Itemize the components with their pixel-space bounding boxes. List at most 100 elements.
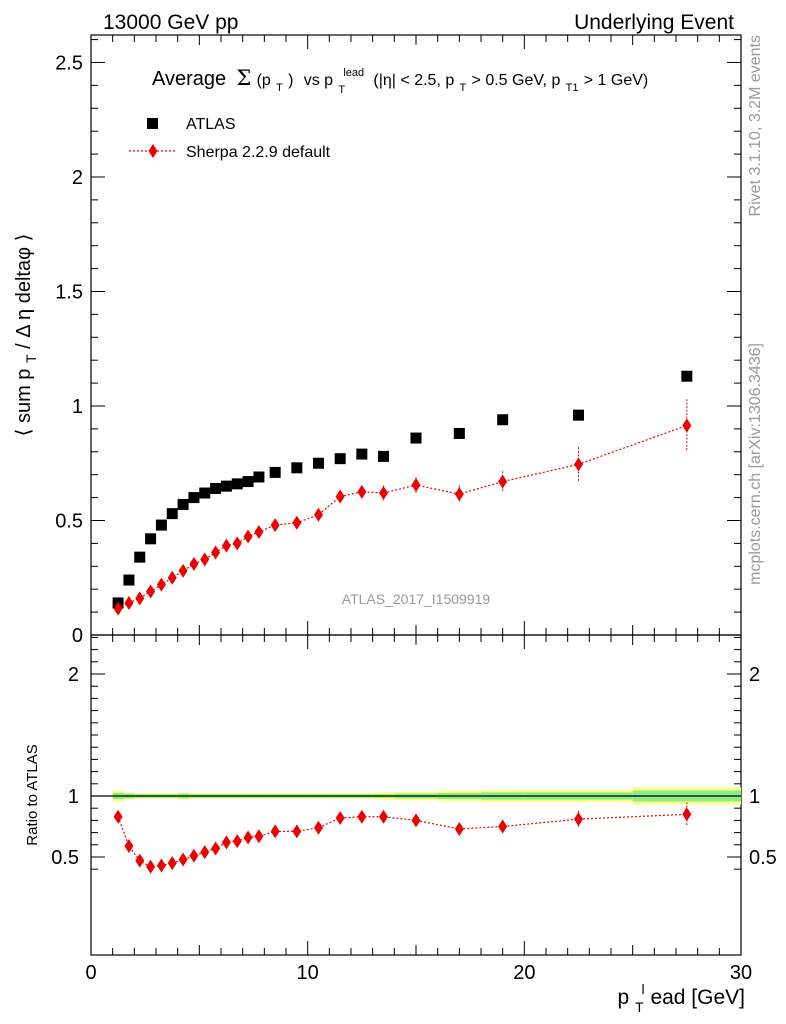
atlas-point — [253, 471, 265, 483]
ylabel-sub: T — [23, 354, 39, 363]
title-sigma: Σ — [236, 66, 251, 90]
ylabel-rest: / Δ η deltaφ ⟩ — [13, 234, 35, 349]
atlas-point — [378, 450, 389, 462]
atlas-point — [573, 409, 584, 421]
atlas-point — [210, 482, 222, 494]
title-range1: (|η| < 2.5, p — [373, 72, 454, 89]
sherpa-ratio-point — [135, 853, 145, 868]
sherpa-point — [270, 518, 280, 533]
ratio-ytick-label-left: 1 — [68, 786, 79, 808]
analysis-id: ATLAS_2017_I1509919 — [342, 591, 491, 607]
sherpa-point — [243, 529, 253, 544]
sherpa-point — [254, 524, 264, 539]
sherpa-ratio-point — [146, 859, 156, 874]
atlas-point — [188, 492, 200, 504]
header-right: Underlying Event — [574, 11, 734, 34]
atlas-point — [231, 478, 243, 490]
mcplots-label: mcplots.cern.ch [arXiv:1306.3436] — [747, 343, 764, 585]
sherpa-line — [117, 424, 688, 610]
header-left: 13000 GeV pp — [103, 11, 238, 34]
atlas-point — [155, 519, 167, 531]
title-average: Average — [152, 68, 226, 90]
title-t-sub-3: T — [460, 82, 467, 94]
atlas-point — [269, 466, 281, 478]
xtick-label: 0 — [85, 962, 96, 984]
atlas-point — [220, 480, 232, 492]
sherpa-ratio-point — [167, 856, 177, 871]
sherpa-ratio-point — [178, 852, 188, 867]
rivet-label: Rivet 3.1.10, 3.2M events — [747, 35, 764, 216]
atlas-point — [242, 476, 254, 488]
main-ytick-label: 0.5 — [55, 510, 83, 532]
sherpa-point — [146, 584, 156, 599]
xlabel-sub: T — [635, 999, 644, 1015]
sherpa-ratio-point — [379, 809, 388, 824]
atlas-point — [334, 453, 346, 465]
title-open: (p — [257, 72, 271, 89]
sherpa-ratio-point — [357, 809, 367, 824]
sherpa-ratio-point — [498, 819, 508, 834]
main-ylabel: ⟨ sum p T / Δ η deltaφ ⟩ — [13, 234, 41, 437]
main-ytick-label: 1.5 — [55, 281, 83, 303]
atlas-point — [356, 448, 368, 460]
xtick-label: 10 — [297, 962, 319, 984]
sherpa-ratio-point — [211, 841, 221, 856]
title-close: ) — [288, 72, 293, 89]
ylabel-main: ⟨ sum p — [13, 369, 35, 437]
title-t-sub-2: T — [338, 84, 345, 96]
title-vs: vs p — [304, 72, 333, 89]
atlas-point — [199, 487, 211, 499]
legend-atlas-marker — [147, 118, 158, 129]
ratio-data-marks — [113, 802, 692, 874]
sherpa-ratio-point — [682, 807, 692, 822]
title-lead-sup: lead — [343, 67, 364, 79]
ratio-ylabel: Ratio to ATLAS — [24, 744, 41, 845]
sherpa-ratio-point — [454, 821, 464, 836]
sherpa-point — [200, 552, 210, 567]
xtick-label: 30 — [730, 962, 752, 984]
ratio-ytick-label-left: 0.5 — [51, 847, 79, 869]
sherpa-point — [221, 538, 231, 553]
sherpa-ratio-point — [156, 858, 166, 873]
sherpa-point — [335, 489, 345, 504]
legend-sherpa-marker — [148, 144, 158, 158]
sherpa-ratio-point — [243, 830, 253, 845]
title-range2: > 0.5 GeV, p — [472, 72, 561, 89]
sherpa-point — [574, 457, 583, 472]
sherpa-ratio-point — [574, 812, 583, 827]
sherpa-point — [167, 570, 177, 585]
sherpa-point — [135, 591, 145, 606]
atlas-point — [134, 551, 146, 563]
atlas-point — [177, 498, 189, 510]
sherpa-point — [357, 484, 367, 499]
atlas-point — [145, 533, 157, 545]
sherpa-ratio-line — [117, 813, 687, 868]
title-range3: > 1 GeV) — [584, 72, 648, 89]
sherpa-point — [178, 563, 188, 578]
sherpa-point — [498, 474, 508, 489]
sherpa-point — [292, 515, 302, 530]
sherpa-point — [189, 557, 199, 572]
main-ytick-label: 1 — [72, 396, 83, 418]
xlabel-sup: l — [641, 981, 644, 997]
sherpa-ratio-point — [314, 820, 323, 835]
atlas-point — [291, 462, 303, 474]
main-ytick-label: 2 — [72, 167, 83, 189]
sherpa-ratio-point — [189, 848, 199, 863]
legend-sherpa-label: Sherpa 2.2.9 default — [186, 144, 331, 161]
main-data-marks — [112, 370, 693, 616]
sherpa-point — [232, 536, 242, 551]
sherpa-point — [454, 487, 464, 502]
sherpa-ratio-point — [292, 824, 302, 839]
atlas-point — [410, 432, 422, 444]
ratio-ytick-label-right: 0.5 — [749, 847, 777, 869]
sherpa-ratio-point — [221, 835, 231, 850]
sherpa-ratio-point — [113, 809, 123, 824]
xlabel-rest: ead [GeV] — [650, 986, 745, 1009]
sherpa-ratio-point — [124, 839, 134, 854]
sherpa-point — [113, 601, 123, 616]
atlas-point — [123, 574, 135, 586]
main-axis-ticks: 0 0.5 1 1.5 2 2.5 — [55, 35, 742, 647]
sherpa-point — [156, 577, 166, 592]
